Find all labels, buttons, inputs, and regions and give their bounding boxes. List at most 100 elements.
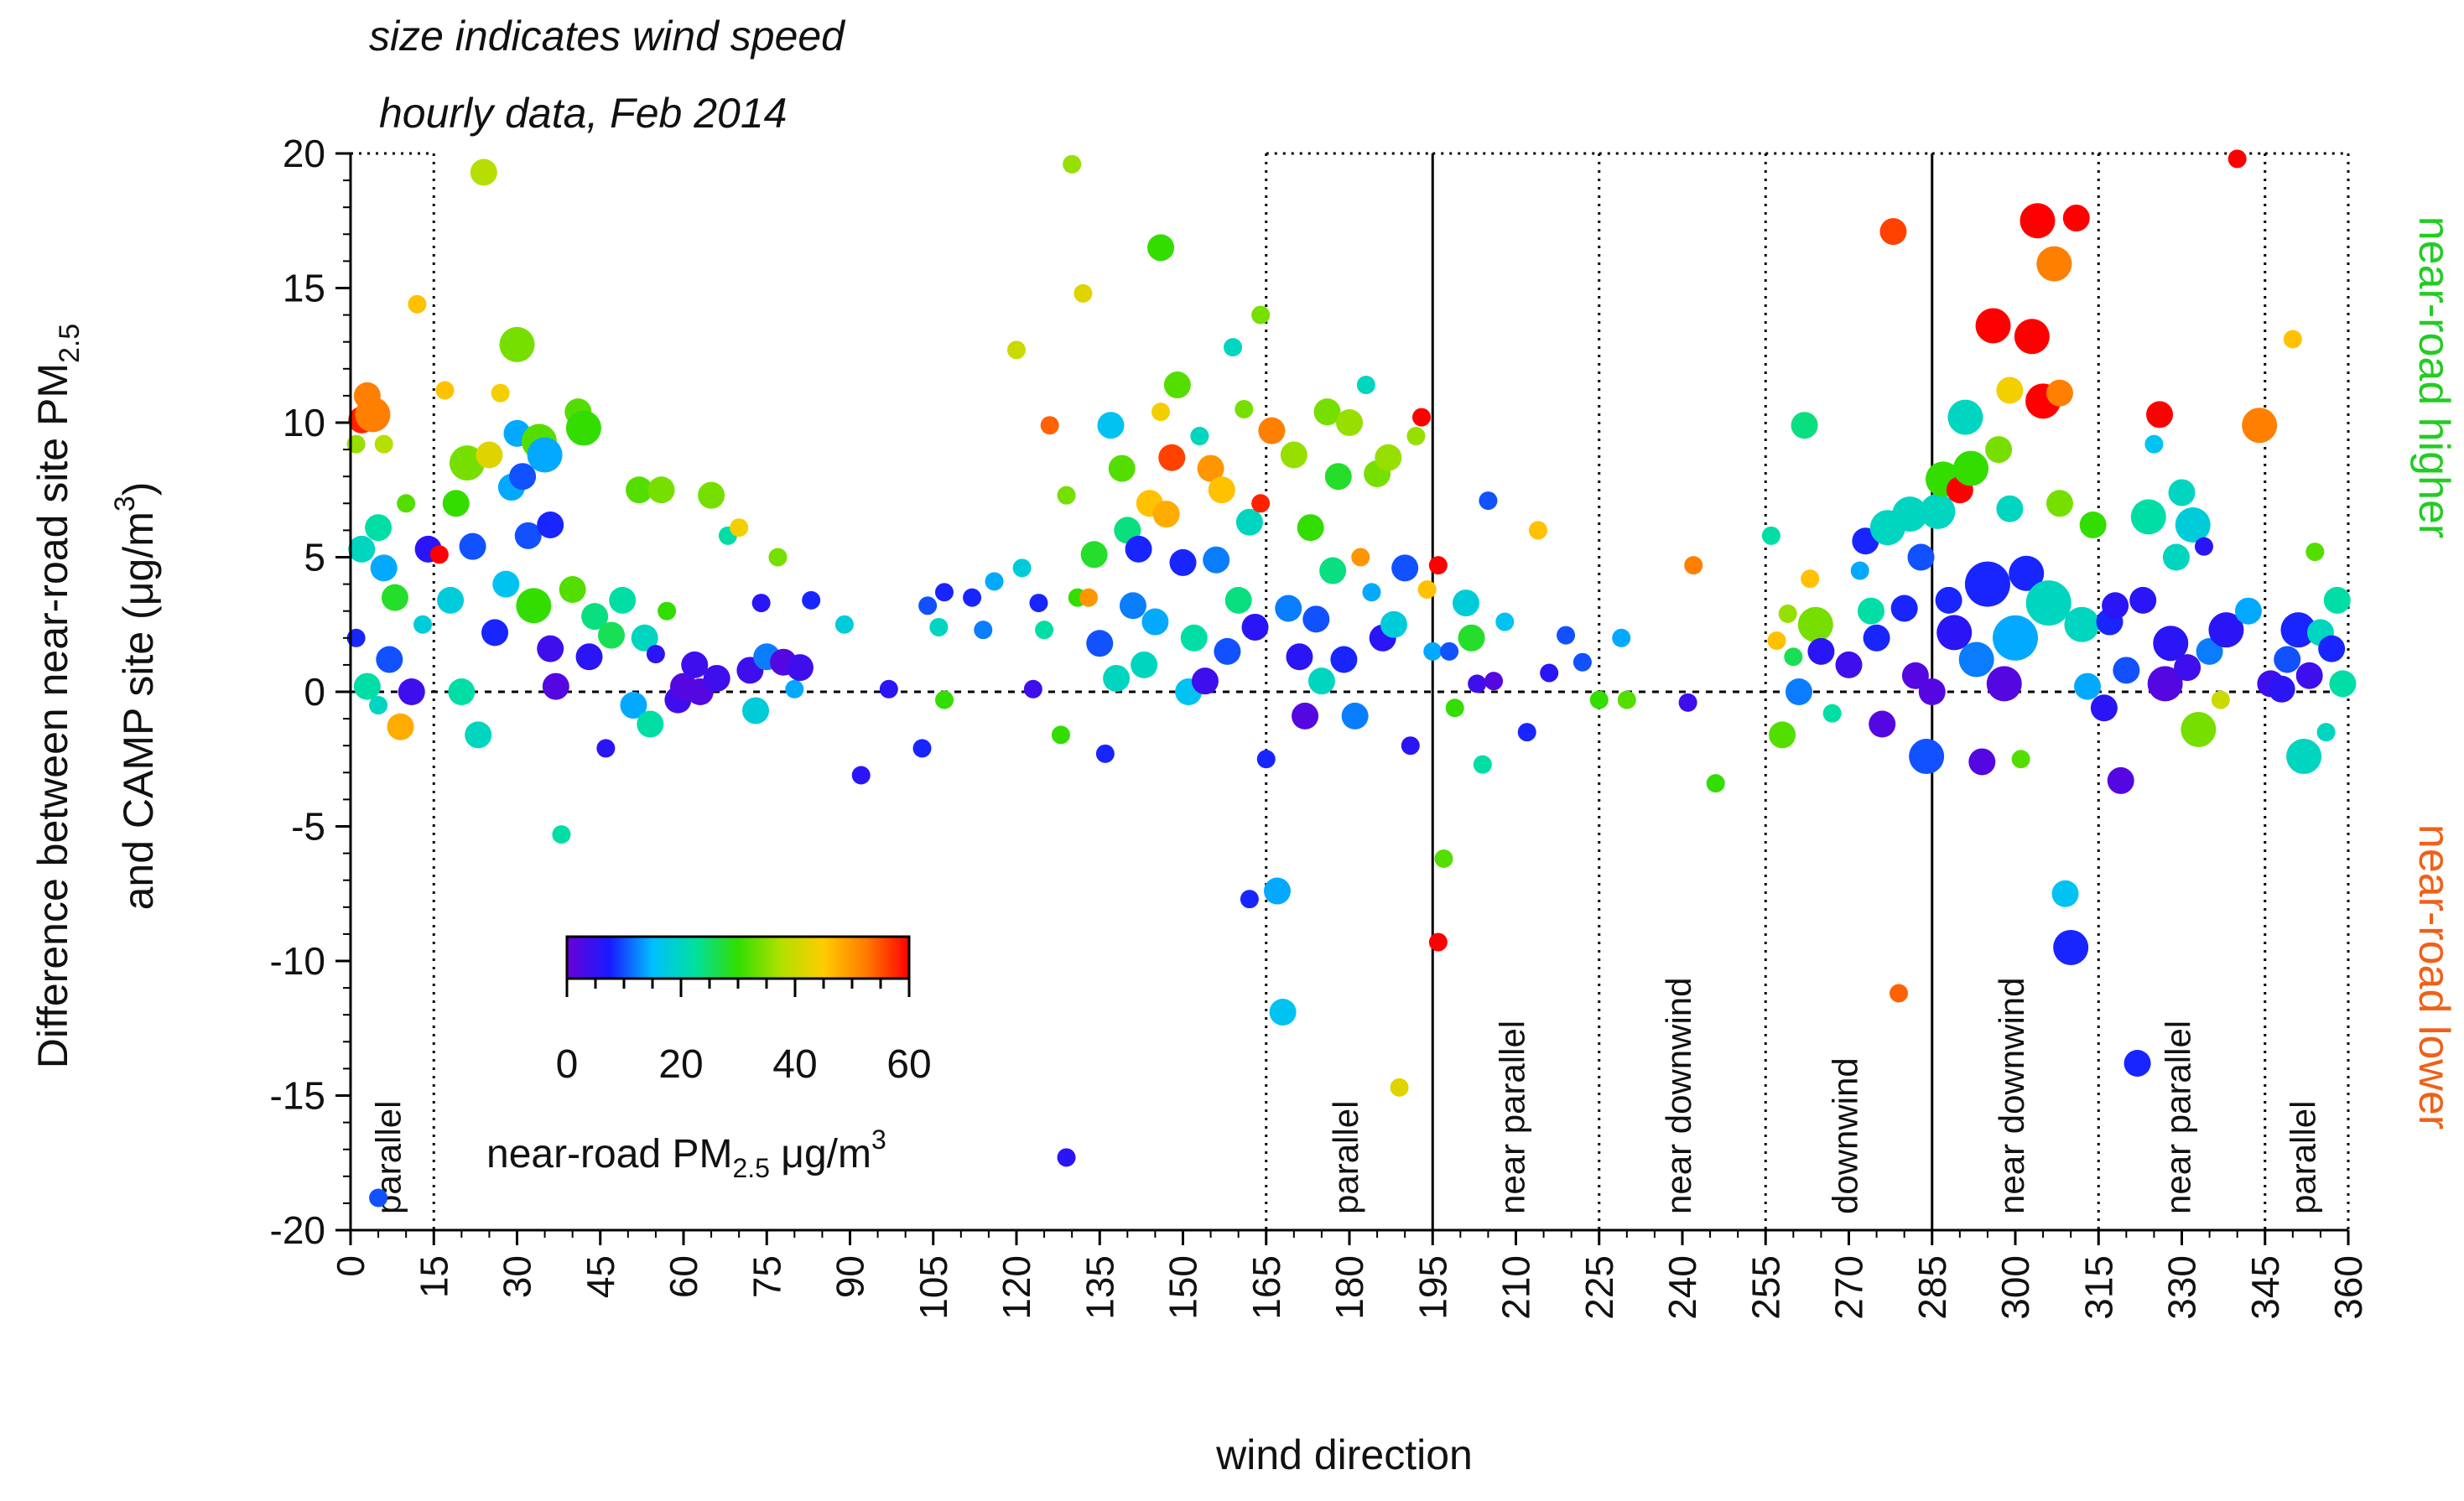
data-point (492, 570, 520, 598)
data-point (1428, 932, 1448, 952)
data-point (1240, 890, 1259, 909)
data-point (355, 397, 391, 433)
data-point (2280, 612, 2316, 648)
y-tick-label: 15 (283, 267, 325, 310)
data-point (934, 690, 954, 709)
data-point (2011, 750, 2030, 769)
data-point (698, 481, 725, 509)
data-point (851, 766, 871, 785)
data-point (1440, 641, 1459, 661)
data-point (1097, 412, 1125, 439)
x-tick-label: 120 (995, 1255, 1038, 1320)
data-point (1935, 586, 1962, 614)
data-point (1297, 514, 1324, 542)
data-point (1936, 615, 1973, 651)
data-point (1375, 444, 1402, 471)
data-point (1079, 588, 1099, 607)
y-axis-title: Difference between near-road site PM2.5 … (29, 324, 162, 1068)
data-point (1869, 710, 1896, 738)
data-point (1890, 595, 1918, 622)
x-tick-label: 135 (1078, 1255, 1121, 1320)
data-point (1801, 569, 1820, 589)
data-point (1224, 586, 1252, 614)
data-point (369, 1188, 388, 1208)
data-point (2168, 479, 2196, 506)
data-point (1086, 630, 1114, 657)
data-point (597, 621, 625, 649)
data-point (376, 646, 403, 673)
data-point (370, 554, 398, 582)
data-point (398, 678, 425, 705)
x-tick-label: 30 (496, 1255, 539, 1298)
data-point (459, 532, 486, 560)
colorbar-tick-label: 60 (886, 1042, 931, 1087)
colorbar-title: near-road PM2.5 μg/m3 (486, 1124, 886, 1183)
data-point (1235, 399, 1254, 418)
x-tick-label: 0 (329, 1255, 372, 1277)
data-point (1119, 592, 1146, 620)
data-point (1822, 704, 1842, 723)
data-point (1406, 427, 1426, 446)
y-tick-label: 20 (283, 132, 325, 175)
data-point (2107, 766, 2134, 794)
data-point (2175, 506, 2211, 543)
data-point (499, 326, 535, 362)
data-point (631, 624, 658, 652)
data-point (2064, 606, 2100, 642)
data-point (2014, 319, 2050, 355)
data-point (1324, 463, 1352, 491)
data-point (1612, 628, 1631, 647)
data-point (2295, 662, 2323, 689)
side-label-higher-group: near-road higher (2409, 216, 2458, 538)
data-point (609, 586, 637, 614)
data-point (2146, 401, 2174, 428)
data-point (2113, 657, 2140, 684)
data-point (2079, 511, 2107, 538)
y-tick-label: -5 (291, 805, 325, 849)
data-point (1336, 409, 1363, 436)
data-point (2046, 379, 2073, 407)
data-point (2318, 635, 2346, 662)
data-point (1452, 589, 1479, 617)
data-point (742, 697, 770, 725)
data-point (2036, 246, 2072, 282)
x-tick-label: 255 (1744, 1255, 1787, 1320)
data-point (2227, 149, 2247, 169)
data-point (1214, 637, 1241, 665)
data-point (1706, 774, 1725, 793)
data-point (1434, 849, 1453, 869)
data-point (465, 721, 492, 749)
data-point (934, 583, 954, 602)
data-point (1572, 652, 1592, 672)
data-point (1540, 663, 1559, 683)
data-point (514, 522, 542, 549)
data-point (1918, 678, 1946, 705)
data-point (1617, 690, 1636, 709)
data-point (1080, 541, 1108, 569)
region-label: parallel (1326, 1101, 1365, 1214)
data-point (912, 739, 932, 758)
data-point (575, 643, 603, 671)
data-point (1057, 486, 1076, 505)
data-point (1975, 308, 2011, 344)
data-point (2046, 490, 2073, 517)
data-point (527, 437, 563, 473)
data-point (1857, 597, 1884, 625)
data-point (785, 679, 804, 699)
data-point (1791, 412, 1818, 439)
data-point (1307, 667, 1335, 695)
data-point (1968, 748, 1996, 776)
data-point (1401, 736, 1420, 756)
data-point (2274, 646, 2301, 673)
data-point (2196, 637, 2223, 665)
data-point (1191, 667, 1219, 695)
data-point (1023, 679, 1042, 699)
data-point (2211, 690, 2230, 709)
data-point (646, 645, 665, 664)
data-point (1785, 678, 1812, 705)
y-tick-label: -10 (270, 939, 325, 983)
data-point (565, 410, 601, 446)
data-point (1313, 398, 1341, 426)
data-point (1909, 739, 1945, 775)
x-tick-label: 345 (2243, 1255, 2287, 1320)
